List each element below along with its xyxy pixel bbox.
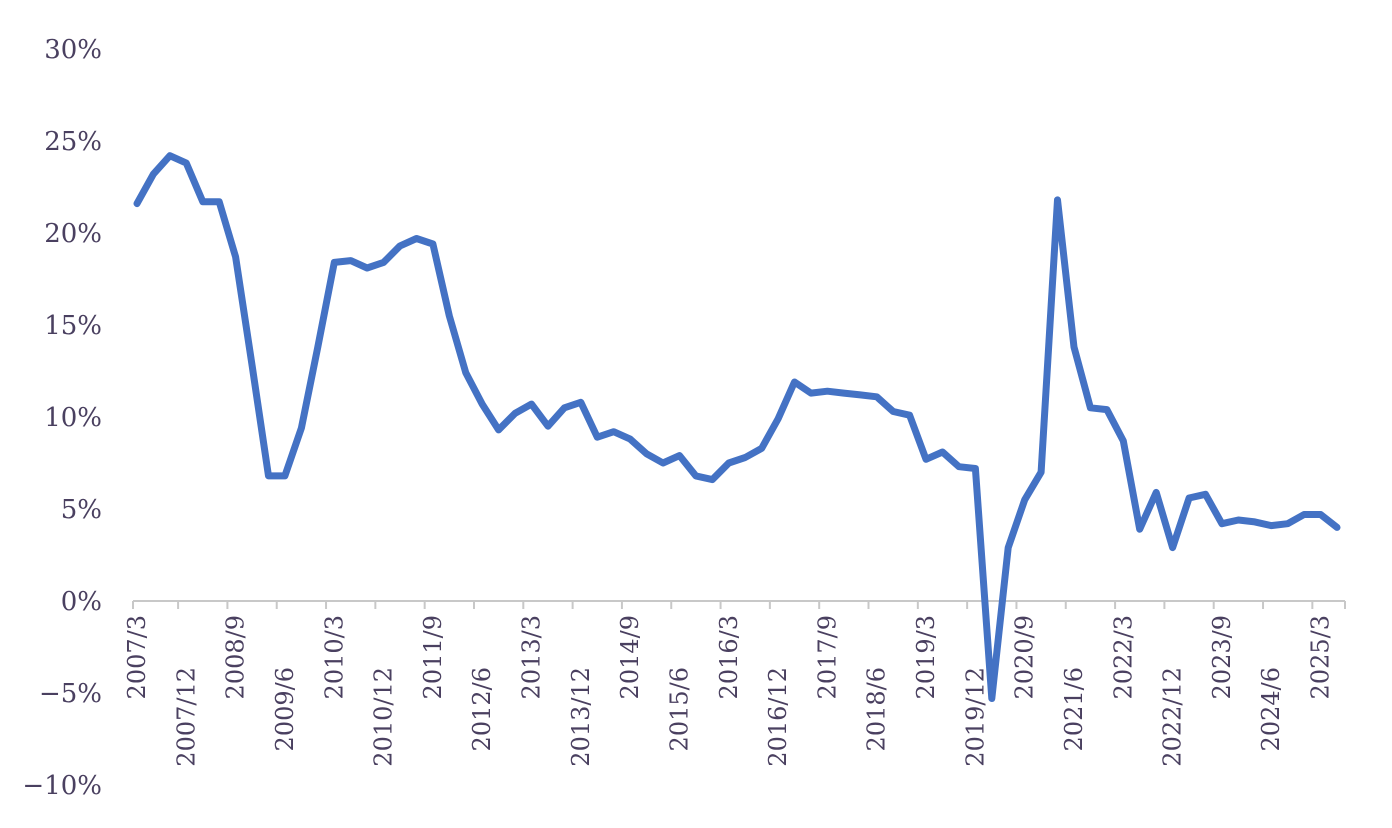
x-tick-label: 2013/3 bbox=[518, 615, 546, 699]
y-tick-label: 15% bbox=[44, 311, 102, 341]
x-tick-label: 2016/3 bbox=[715, 615, 743, 699]
x-tick-label: 2008/9 bbox=[222, 615, 250, 699]
y-tick-label: 20% bbox=[44, 219, 102, 249]
series-line bbox=[133, 152, 1341, 702]
x-tick-label: 2022/3 bbox=[1109, 615, 1137, 699]
x-tick-label: 2023/9 bbox=[1208, 615, 1236, 699]
x-tick-label: 2021/6 bbox=[1060, 667, 1088, 751]
x-tick-label: 2010/3 bbox=[320, 615, 348, 699]
x-tick-label: 2019/12 bbox=[961, 667, 989, 767]
x-tick-label: 2013/12 bbox=[567, 667, 595, 767]
y-tick-label: −5% bbox=[39, 679, 102, 709]
y-tick-label: 25% bbox=[44, 127, 102, 157]
x-tick-label: 2024/6 bbox=[1257, 667, 1285, 751]
x-tick-label: 2007/12 bbox=[172, 667, 200, 767]
x-tick-label: 2012/6 bbox=[468, 667, 496, 751]
x-tick-label: 2020/9 bbox=[1011, 615, 1039, 699]
x-tick-label: 2011/9 bbox=[419, 615, 447, 699]
y-tick-label: 30% bbox=[44, 35, 102, 65]
y-tick-label: 0% bbox=[61, 587, 102, 617]
x-tick-label: 2015/6 bbox=[665, 667, 693, 751]
x-axis-tick-marks bbox=[132, 601, 1346, 609]
x-tick-label: 2007/3 bbox=[123, 615, 151, 699]
x-tick-label: 2019/3 bbox=[912, 615, 940, 699]
x-tick-label: 2017/9 bbox=[813, 615, 841, 699]
x-tick-label: 2018/6 bbox=[863, 667, 891, 751]
x-axis-tick-labels: 2007/3 2007/12 2008/9 2009/6 2010/3 2010/12 20… bbox=[123, 615, 1335, 767]
x-tick-label: 2009/6 bbox=[271, 667, 299, 751]
x-tick-label: 2025/3 bbox=[1307, 615, 1335, 699]
x-tick-label: 2016/12 bbox=[764, 667, 792, 767]
y-tick-label: −10% bbox=[22, 771, 102, 801]
y-tick-label: 10% bbox=[44, 403, 102, 433]
x-tick-label: 2010/12 bbox=[370, 667, 398, 767]
y-tick-label: 5% bbox=[61, 495, 102, 525]
x-tick-label: 2014/9 bbox=[616, 615, 644, 699]
x-tick-label: 2022/12 bbox=[1159, 667, 1187, 767]
y-axis-tick-labels: 30% 25% 20% 15% 10% 5% 0% −5% −10% bbox=[22, 35, 102, 801]
